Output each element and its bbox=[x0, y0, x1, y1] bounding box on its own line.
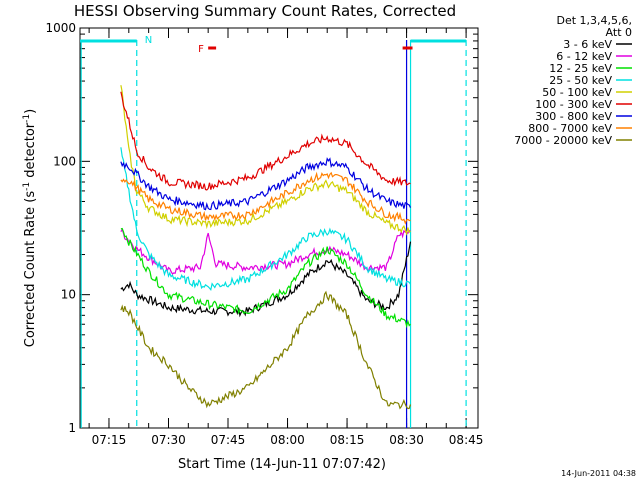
x-axis-label: Start Time (14-Jun-11 07:07:42) bbox=[178, 457, 386, 472]
y-tick-label: 10 bbox=[61, 288, 76, 302]
plot-frame bbox=[79, 27, 479, 429]
legend-header-line: Det 1,3,4,5,6, bbox=[556, 14, 632, 27]
legend-entry-label: 6 - 12 keV bbox=[556, 50, 612, 63]
x-tick-label: 08:30 bbox=[389, 433, 424, 447]
legend-entry-label: 50 - 100 keV bbox=[542, 86, 612, 99]
legend-entry-label: 25 - 50 keV bbox=[549, 74, 612, 87]
y-tick-label: 1000 bbox=[45, 21, 76, 35]
series-line-8 bbox=[120, 171, 411, 225]
y-axis-label-mid: detector bbox=[23, 122, 38, 182]
night-label: N bbox=[145, 35, 152, 46]
series-line-3 bbox=[120, 227, 411, 329]
legend-header-line: Att 0 bbox=[606, 26, 632, 39]
y-axis-label-main: Corrected Count Rate (s bbox=[23, 191, 38, 348]
y-tick-label: 100 bbox=[53, 154, 76, 168]
series-line-4 bbox=[120, 147, 411, 292]
x-tick-label: 07:30 bbox=[151, 433, 186, 447]
y-axis-label: Corrected Count Rate (s-1 detector-1) bbox=[22, 109, 38, 347]
legend-entry-label: 800 - 7000 keV bbox=[528, 122, 612, 135]
plot-area: 07:15 07:30 07:45 08:00 08:15 08:30 08:45 1 10 10… bbox=[45, 21, 483, 447]
y-axis-label-end: ) bbox=[23, 109, 38, 114]
series-line-9 bbox=[120, 290, 412, 410]
x-tick-label: 07:45 bbox=[211, 433, 246, 447]
y-tick-label: 1 bbox=[68, 421, 76, 435]
chart-title: HESSI Observing Summary Count Rates, Cor… bbox=[74, 2, 456, 20]
y-axis-label-sup2: -1 bbox=[22, 114, 32, 123]
legend-entry-label: 12 - 25 keV bbox=[549, 62, 612, 75]
series-line-7 bbox=[120, 157, 412, 211]
legend-entry-label: 7000 - 20000 keV bbox=[514, 134, 612, 147]
series-line-1 bbox=[120, 241, 412, 318]
x-tick-label: 07:15 bbox=[92, 433, 127, 447]
series-line-5 bbox=[120, 85, 411, 236]
x-tick-label: 08:15 bbox=[330, 433, 365, 447]
legend-entry-label: 300 - 800 keV bbox=[535, 110, 612, 123]
y-axis-label-sup1: -1 bbox=[22, 182, 32, 191]
flare-label: F bbox=[198, 44, 204, 55]
legend-entry-label: 100 - 300 keV bbox=[535, 98, 612, 111]
legend-entry-label: 3 - 6 keV bbox=[563, 38, 612, 51]
generation-timestamp: 14-Jun-2011 04:38 bbox=[561, 469, 636, 478]
x-tick-label: 08:00 bbox=[270, 433, 305, 447]
series-line-6 bbox=[120, 91, 411, 191]
x-tick-label: 08:45 bbox=[449, 433, 484, 447]
